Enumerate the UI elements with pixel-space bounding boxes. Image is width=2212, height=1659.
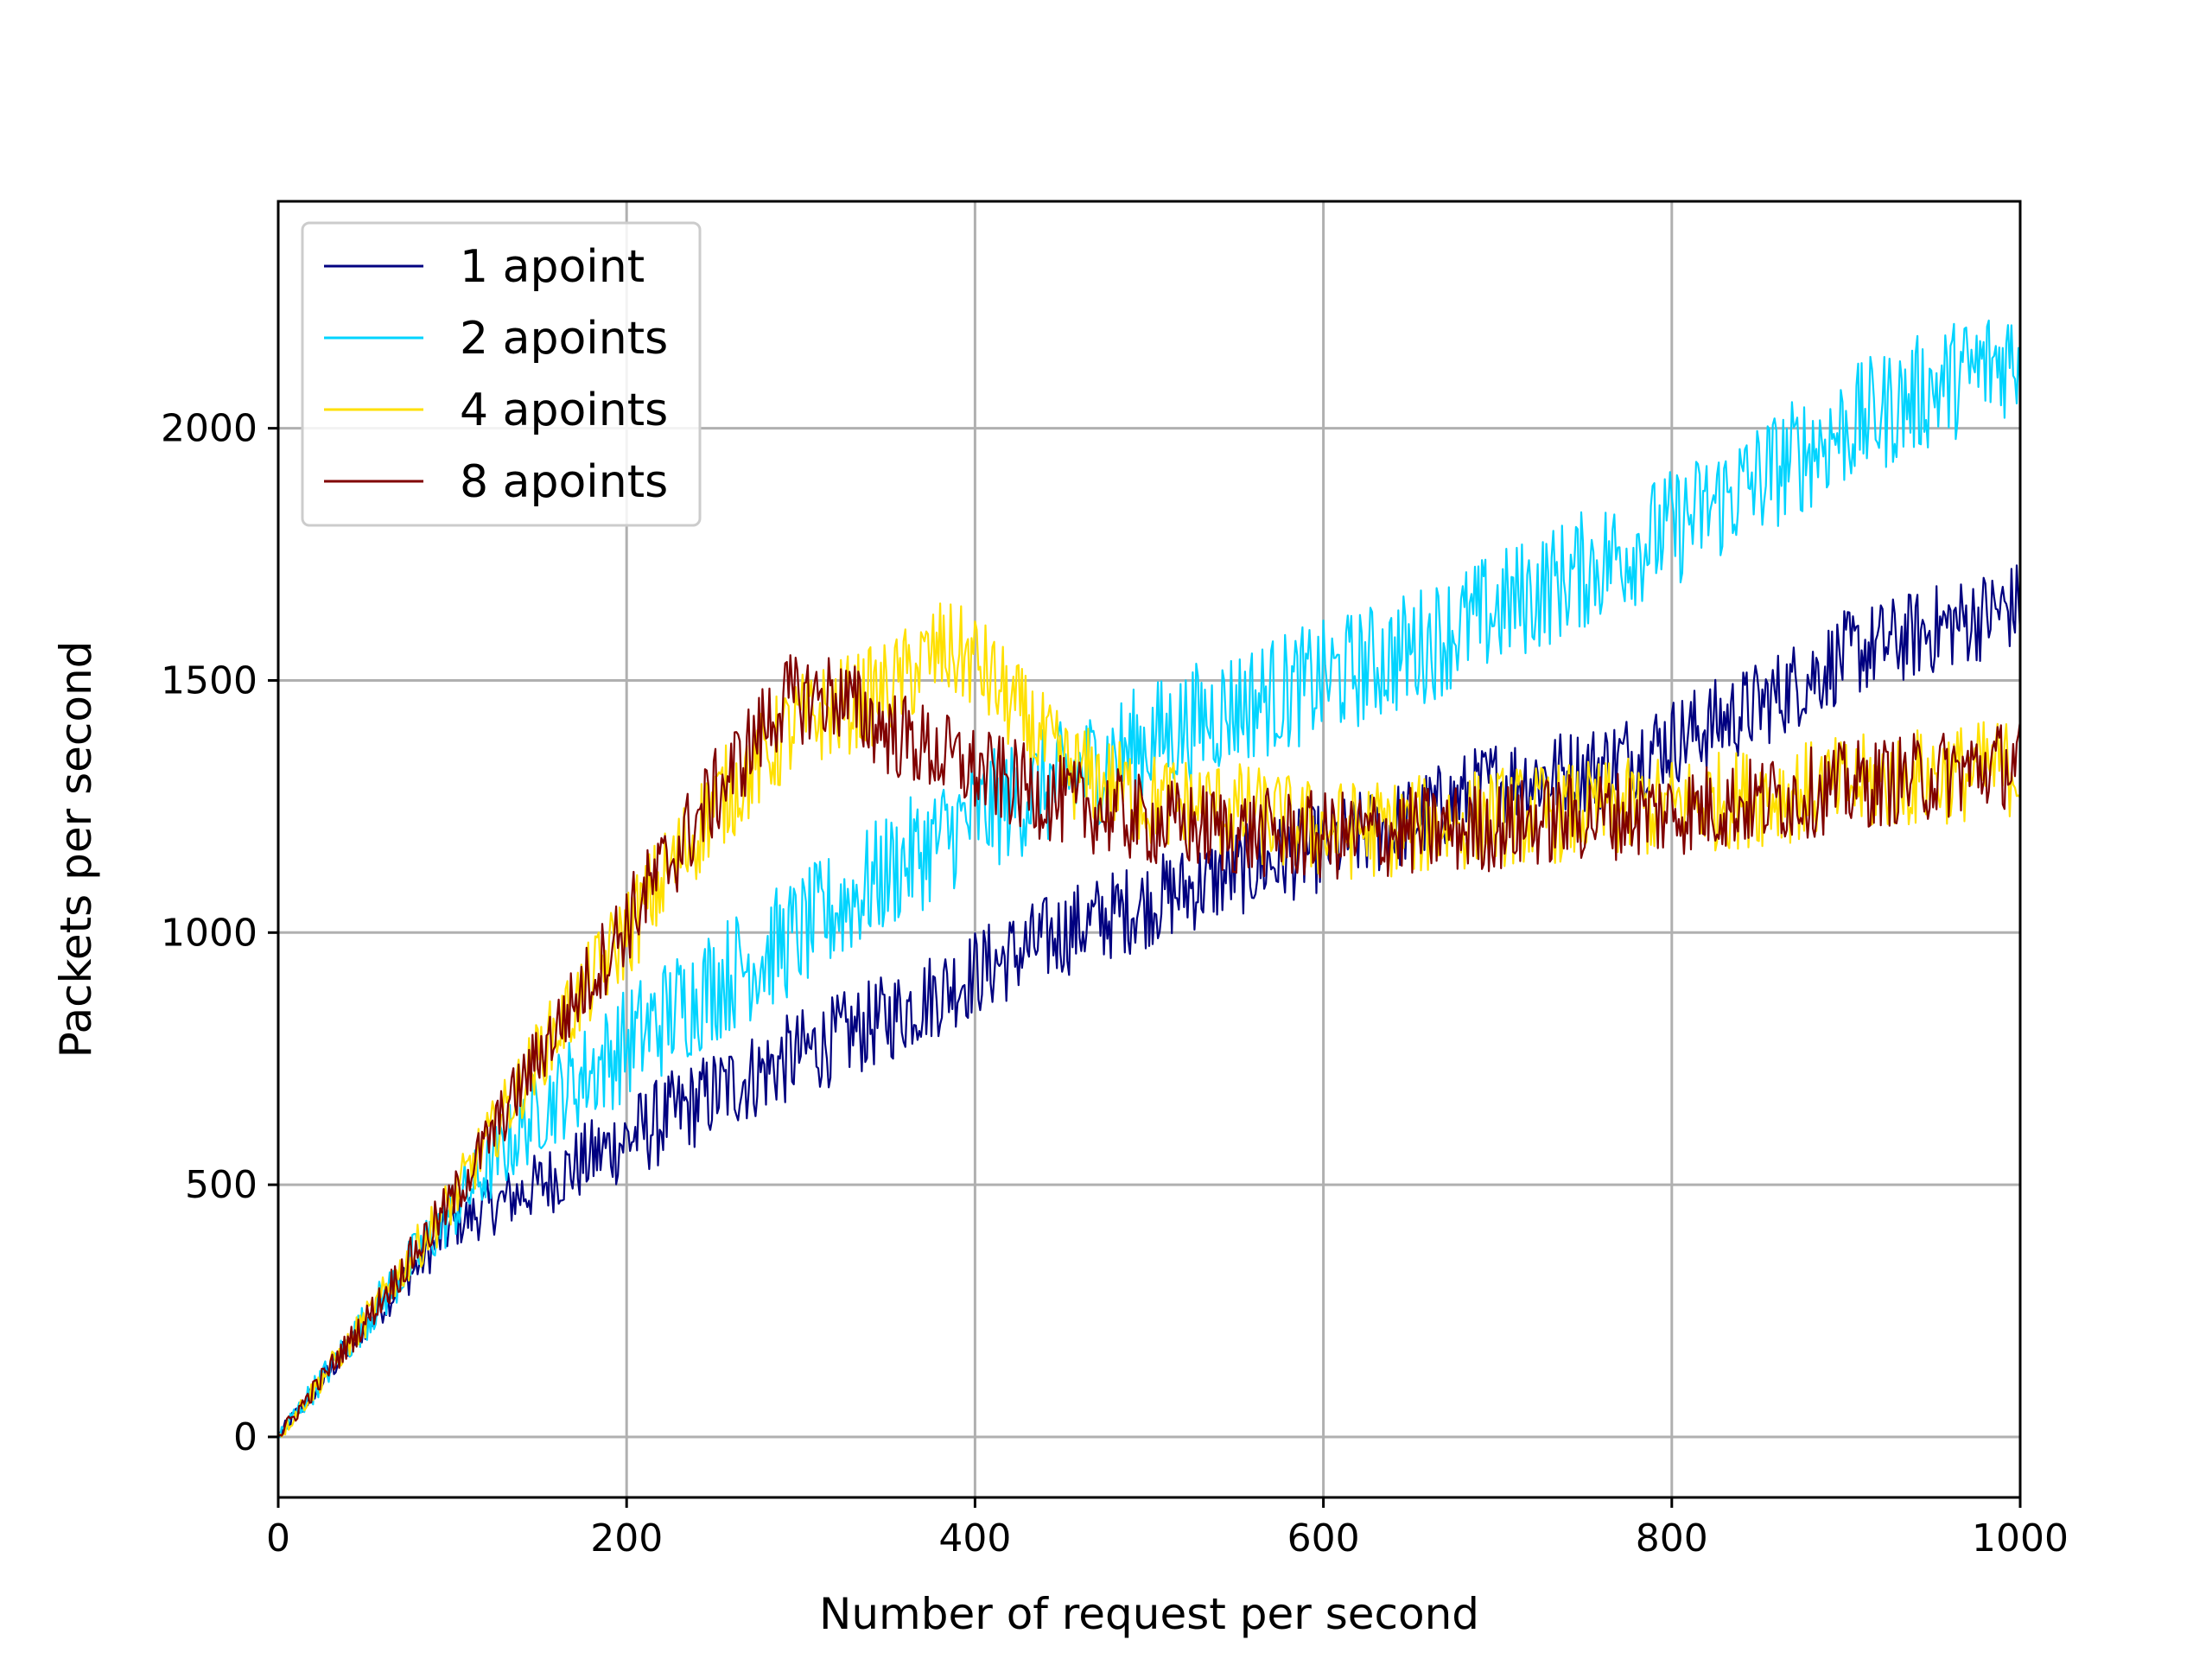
grid-lines [276,201,2022,1497]
series-lines [276,319,2022,1439]
y-tick-label: 1500 [161,658,257,702]
y-tick-label: 0 [233,1415,257,1459]
legend-label: 8 apoints [460,456,668,508]
y-tick-label: 2000 [161,407,257,451]
legend-box [301,221,702,527]
legend-label: 1 apoint [460,241,645,293]
x-axis-label: Number of request per second [819,1589,1479,1639]
y-tick-label: 1000 [161,911,257,955]
legend-label: 4 apoints [460,385,668,436]
plot-frame [276,200,2022,1499]
legend: 1 apoint 2 apoints 4 apoints 8 apoints [301,221,702,527]
x-tick-label: 200 [590,1516,663,1560]
series-line-1 [276,564,2022,1438]
x-tick-label: 600 [1287,1516,1360,1560]
axis-ticks: 0 200 400 600 800 1000 0 500 1000 1500 2000 [161,407,2069,1560]
x-tick-label: 400 [938,1516,1011,1560]
y-tick-label: 500 [185,1163,257,1207]
x-tick-label: 0 [266,1516,290,1560]
series-line-4 [277,654,2022,1438]
series-line-2 [278,319,2022,1439]
x-tick-label: 1000 [1972,1516,2069,1560]
y-axis-label: Packets per second [51,641,101,1058]
legend-label: 2 apoints [460,313,668,365]
x-tick-label: 800 [1636,1516,1708,1560]
